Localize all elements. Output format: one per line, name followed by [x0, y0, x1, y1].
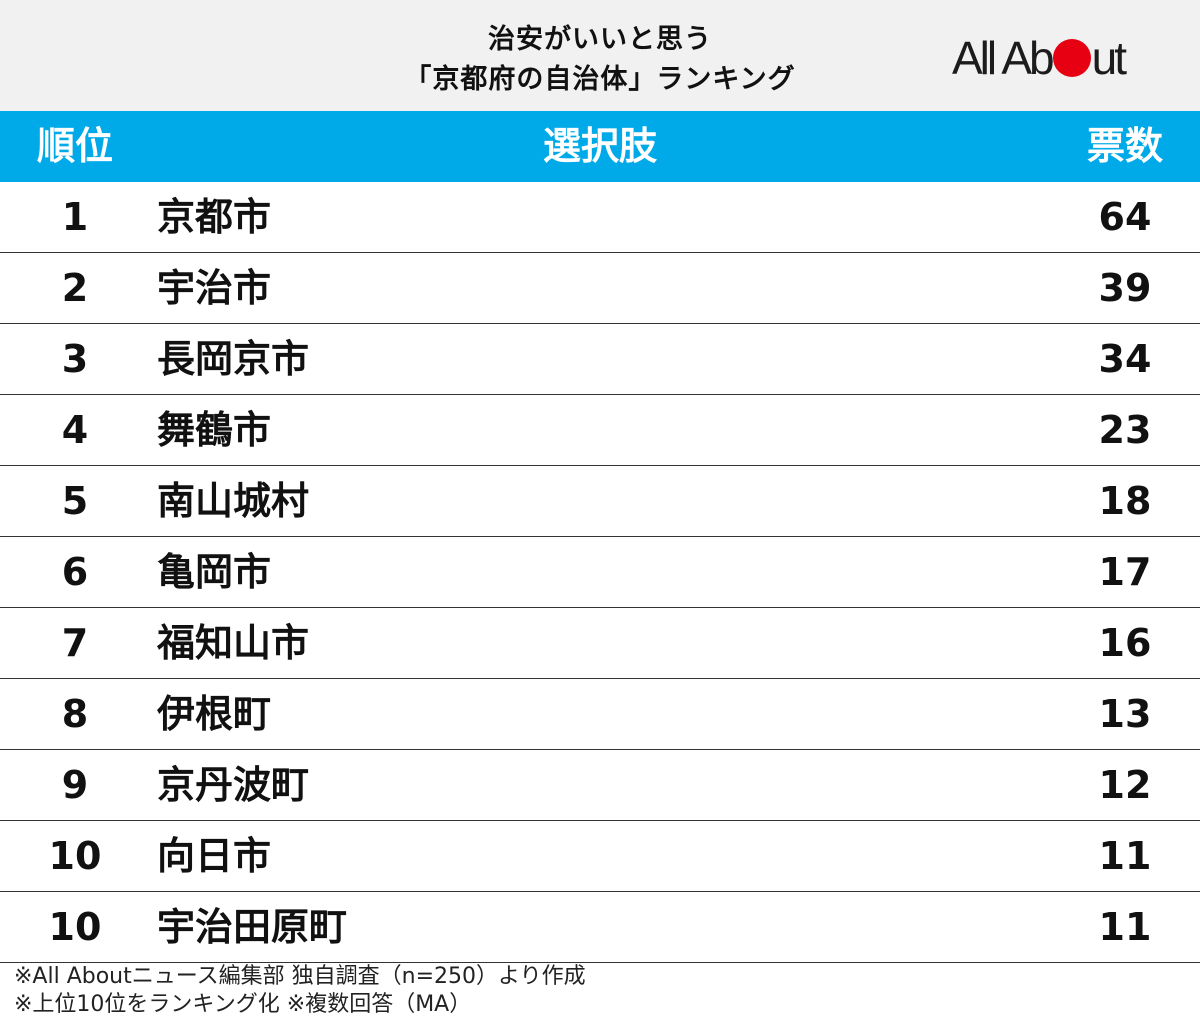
choice-cell: 長岡京市: [157, 337, 310, 381]
chart-title: 治安がいいと思う 「京都府の自治体」ランキング: [300, 20, 900, 100]
votes-cell: 17: [1098, 550, 1152, 594]
logo-red-dot-icon: [1052, 39, 1091, 77]
votes-cell: 16: [1098, 621, 1152, 665]
rank-cell: 10: [48, 834, 102, 878]
rank-cell: 2: [61, 266, 89, 310]
table-row: 5 南山城村 18: [0, 466, 1200, 537]
table-row: 9 京丹波町 12: [0, 750, 1200, 821]
column-header-choice: 選択肢: [542, 124, 657, 168]
votes-cell: 34: [1098, 337, 1152, 381]
table-row: 7 福知山市 16: [0, 608, 1200, 679]
choice-cell: 伊根町: [157, 692, 272, 736]
rank-cell: 8: [61, 692, 89, 736]
votes-cell: 13: [1098, 692, 1152, 736]
votes-cell: 11: [1098, 834, 1152, 878]
votes-cell: 11: [1098, 905, 1152, 949]
column-header-rank: 順位: [36, 124, 113, 168]
title-area: 治安がいいと思う 「京都府の自治体」ランキング All Ab ut: [0, 0, 1200, 111]
table-row: 4 舞鶴市 23: [0, 395, 1200, 466]
footnote-method: ※上位10位をランキング化 ※複数回答（MA）: [14, 992, 472, 1017]
table-row: 6 亀岡市 17: [0, 537, 1200, 608]
footnote-source: ※All Aboutニュース編集部 独自調査（n=250）より作成: [14, 964, 586, 989]
table-row: 10 宇治田原町 11: [0, 892, 1200, 963]
rank-cell: 4: [61, 408, 89, 452]
title-line-2: 「京都府の自治体」ランキング: [404, 64, 796, 95]
table-row: 2 宇治市 39: [0, 253, 1200, 324]
choice-cell: 京丹波町: [157, 763, 310, 807]
choice-cell: 京都市: [157, 195, 272, 239]
votes-cell: 23: [1098, 408, 1152, 452]
choice-cell: 宇治田原町: [157, 905, 348, 949]
title-line-1: 治安がいいと思う: [488, 24, 712, 55]
table-row: 3 長岡京市 34: [0, 324, 1200, 395]
votes-cell: 64: [1098, 195, 1152, 239]
table-header: 順位 選択肢 票数: [0, 111, 1200, 182]
choice-cell: 宇治市: [157, 266, 272, 310]
table-row: 8 伊根町 13: [0, 679, 1200, 750]
votes-cell: 39: [1098, 266, 1152, 310]
rank-cell: 1: [61, 195, 89, 239]
choice-cell: 亀岡市: [157, 550, 272, 594]
choice-cell: 南山城村: [157, 479, 310, 523]
all-about-logo: All Ab ut: [952, 32, 1127, 84]
rank-cell: 7: [61, 621, 89, 665]
column-header-votes: 票数: [1086, 124, 1163, 168]
votes-cell: 12: [1098, 763, 1152, 807]
table-row: 10 向日市 11: [0, 821, 1200, 892]
choice-cell: 向日市: [157, 834, 272, 878]
footnotes: ※All Aboutニュース編集部 独自調査（n=250）より作成 ※上位10位…: [14, 963, 586, 1019]
votes-cell: 18: [1098, 479, 1152, 523]
choice-cell: 舞鶴市: [157, 408, 272, 452]
rank-cell: 6: [61, 550, 89, 594]
rank-cell: 10: [48, 905, 102, 949]
rank-cell: 5: [61, 479, 89, 523]
ranking-table-body: 1 京都市 64 2 宇治市 39 3 長岡京市 34 4 舞鶴市 23 5 南山城村 18 6 亀岡市 17 7 福…: [0, 182, 1200, 963]
table-row: 1 京都市 64: [0, 182, 1200, 253]
choice-cell: 福知山市: [157, 621, 310, 665]
rank-cell: 3: [61, 337, 89, 381]
rank-cell: 9: [61, 763, 89, 807]
